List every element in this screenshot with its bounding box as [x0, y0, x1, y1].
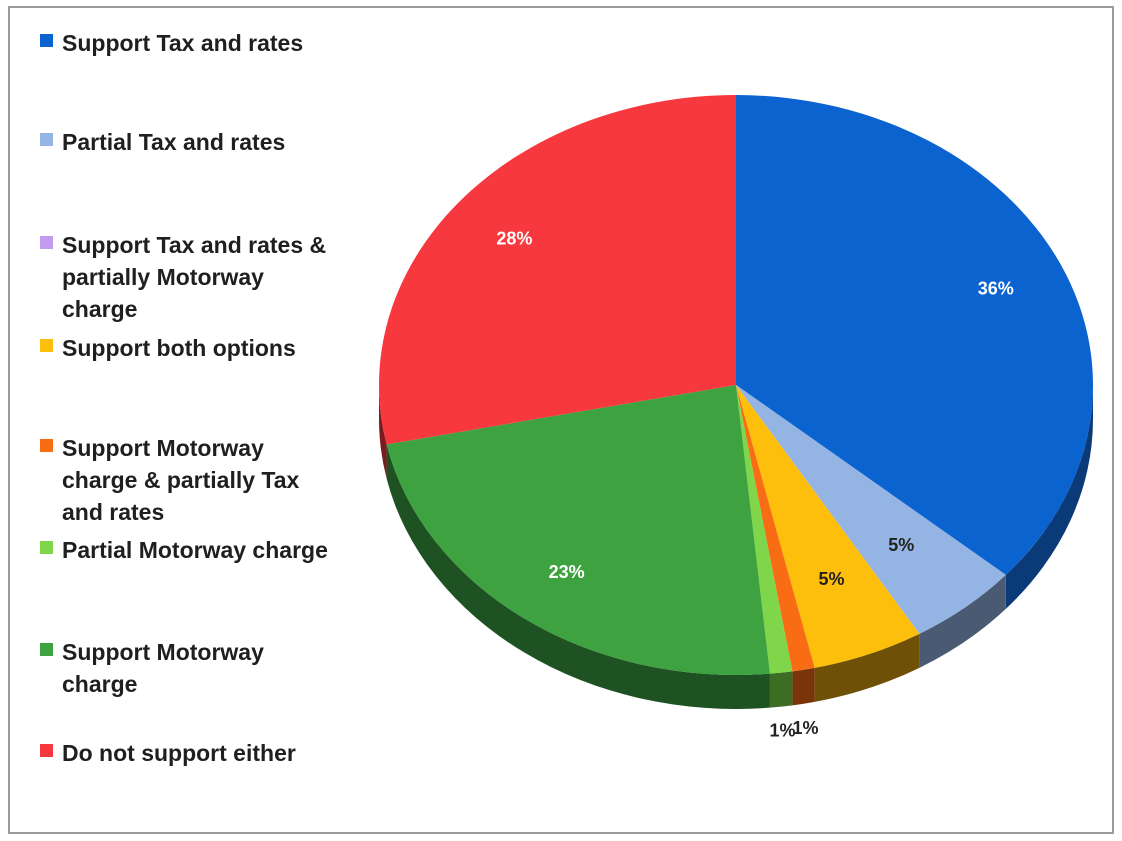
legend-swatch-partial-tax: [40, 133, 53, 146]
legend-item-tax-partial-motorway: Support Tax and rates & partially Motorw…: [40, 229, 370, 325]
data-label-partial-motorway-charge: 1%: [769, 721, 795, 741]
data-label-partial-tax-and-rates: 5%: [888, 535, 914, 555]
legend-label-not-support: Do not support either: [62, 740, 296, 766]
legend-swatch-both-options: [40, 339, 53, 352]
pie-slice-support-motorway-charge: [386, 385, 770, 675]
legend-swatch-partial-motorway: [40, 541, 53, 554]
pie-slice-partial-tax-and-rates: [736, 385, 1006, 634]
pie-side-support-tax-and-rates: [1005, 385, 1093, 609]
pie-side-support-motorway-charge-partially-tax-and-rates: [792, 667, 815, 706]
legend-label-partial-motorway: Partial Motorway charge: [62, 537, 328, 563]
legend-label-partial-tax: Partial Tax and rates: [62, 129, 286, 155]
pie-slices: [378, 95, 1093, 675]
pie-slice-partial-motorway-charge: [736, 385, 793, 674]
legend-item-partial-tax: Partial Tax and rates: [40, 126, 370, 158]
pie-data-labels: 36% 5% 5% 1%1% 23% 28%: [496, 229, 1013, 741]
legend-item-support-tax: Support Tax and rates: [40, 27, 370, 59]
pie-slice-do-not-support-either: [378, 95, 736, 445]
data-label-support-motorway-charge-partially-tax-and-rates: 1%: [792, 718, 818, 738]
data-label-do-not-support-either: 28%: [496, 229, 532, 249]
pie-slice-support-motorway-charge-partially-tax-and-rates: [736, 385, 815, 672]
data-label-support-both-options: 5%: [819, 569, 845, 589]
legend-swatch-not-support: [40, 744, 53, 757]
pie-slice-support-tax-and-rates: [736, 95, 1093, 575]
legend-label-motorway-partial-tax: Support Motorway charge & partially Tax …: [62, 435, 300, 525]
legend-label-support-tax: Support Tax and rates: [62, 30, 304, 56]
pie-side-partial-motorway-charge: [769, 671, 793, 708]
legend-swatch-motorway-partial-tax: [40, 439, 53, 452]
pie-side-do-not-support-either: [379, 385, 387, 479]
legend-label-support-motorway: Support Motorway charge: [62, 639, 264, 697]
legend-item-partial-motorway: Partial Motorway charge: [40, 534, 370, 566]
legend-swatch-tax-partial-motorway: [40, 236, 53, 249]
data-label-support-tax-and-rates: 36%: [978, 279, 1014, 299]
legend-label-both-options: Support both options: [62, 335, 296, 361]
legend-swatch-support-motorway: [40, 643, 53, 656]
pie-side-partial-tax-and-rates: [919, 574, 1006, 668]
data-label-support-motorway-charge: 23%: [549, 562, 585, 582]
pie-side-walls: [379, 385, 1093, 709]
legend-item-support-motorway: Support Motorway charge: [40, 636, 370, 700]
legend-item-motorway-partial-tax: Support Motorway charge & partially Tax …: [40, 432, 370, 528]
legend-item-both-options: Support both options: [40, 332, 370, 364]
legend-item-not-support: Do not support either: [40, 737, 370, 769]
pie-side-support-motorway-charge: [386, 444, 770, 709]
legend-label-tax-partial-motorway: Support Tax and rates & partially Motorw…: [62, 232, 327, 322]
legend-swatch-support-tax: [40, 34, 53, 47]
pie-slice-support-both-options: [736, 385, 920, 668]
pie-side-support-both-options: [814, 633, 920, 702]
